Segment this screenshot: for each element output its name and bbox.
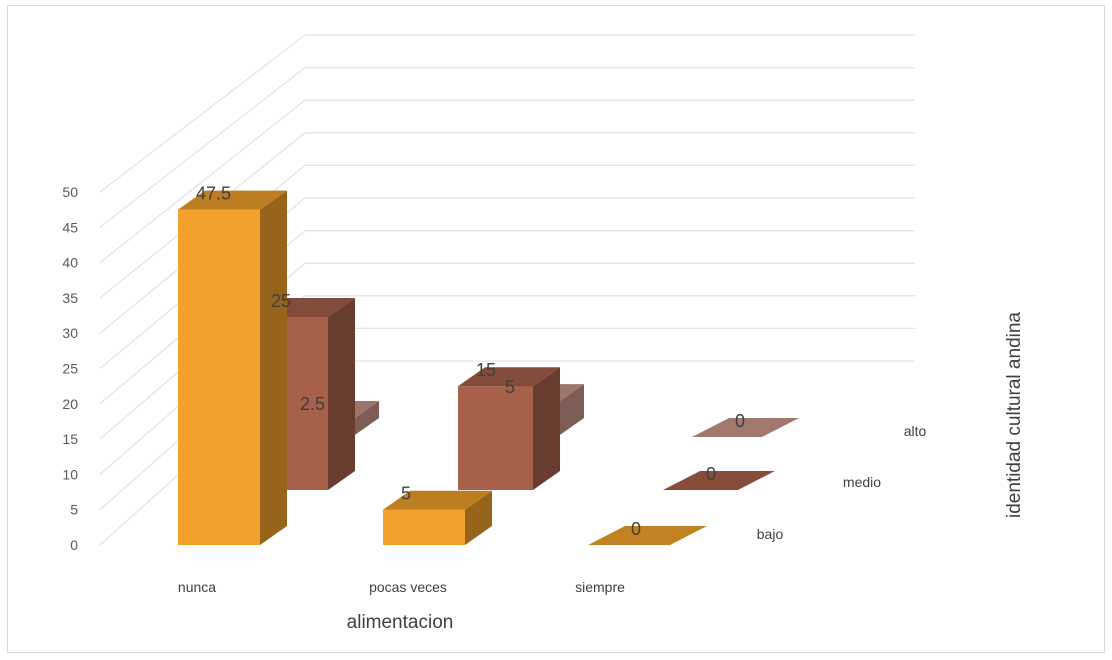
bar-top-face <box>383 490 492 510</box>
series-label: medio <box>843 474 881 490</box>
y-tick-label: 35 <box>62 290 78 306</box>
bar-front-face <box>383 509 465 545</box>
y-tick-label: 45 <box>62 219 78 235</box>
y-tick-label: 0 <box>70 537 78 553</box>
x-category-label: pocas veces <box>369 579 447 595</box>
bar-side-face <box>533 367 560 490</box>
data-label: 5 <box>505 377 515 397</box>
y-tick-label: 40 <box>62 255 78 271</box>
gridline <box>99 262 915 440</box>
bar-bajo-siempre <box>588 526 707 545</box>
x-category-label: nunca <box>178 579 216 595</box>
y-tick-label: 50 <box>62 184 78 200</box>
bar-flat-face <box>588 526 707 545</box>
bar-top-face <box>458 367 560 387</box>
series-label: bajo <box>757 526 784 542</box>
data-labels: 2.5 5 0 25 15 0 47.5 5 0 <box>196 184 745 539</box>
y-tick-label: 30 <box>62 325 78 341</box>
y-tick-label: 15 <box>62 431 78 447</box>
bar-side-face <box>465 490 492 545</box>
data-label: 2.5 <box>300 394 325 414</box>
bar-front-face <box>458 386 533 490</box>
data-label: 5 <box>401 484 411 504</box>
gridline <box>99 66 915 228</box>
gridline <box>99 229 915 405</box>
gridline <box>99 197 915 369</box>
data-label: 0 <box>631 519 641 539</box>
data-label: 47.5 <box>196 184 231 204</box>
bar-alto-siempre <box>692 418 799 437</box>
bar-side-face <box>328 298 355 490</box>
bar-bajo-pocas-veces <box>383 490 492 545</box>
gridline <box>99 295 915 475</box>
series-depth-labels: bajo medio alto <box>757 423 927 542</box>
y-tick-label: 10 <box>62 466 78 482</box>
bar-side-face <box>260 190 287 545</box>
gridline <box>99 164 915 334</box>
gridline <box>99 34 915 193</box>
data-label: 0 <box>706 464 716 484</box>
data-label: 15 <box>476 360 496 380</box>
y-tick-labels: 0 5 10 15 20 25 30 35 40 45 50 <box>62 184 78 553</box>
bar-side-face <box>557 384 584 437</box>
bar-top-face <box>178 190 287 210</box>
data-label: 25 <box>271 291 291 311</box>
bar-flat-face <box>692 418 799 437</box>
x-category-labels: nunca pocas veces siempre <box>178 579 625 595</box>
gridline <box>99 132 915 299</box>
bars <box>178 190 799 545</box>
y-tick-label: 20 <box>62 396 78 412</box>
depth-axis-title: identidad cultural andina <box>1004 312 1025 518</box>
bar-medio-pocas-veces <box>458 367 560 490</box>
series-label: alto <box>904 423 927 439</box>
bar-medio-siempre <box>663 471 775 490</box>
gridline <box>99 99 915 264</box>
bar-front-face <box>178 209 260 545</box>
bar-side-face <box>352 401 379 437</box>
bar-bajo-nunca <box>178 190 287 545</box>
y-tick-label: 5 <box>70 502 78 518</box>
y-tick-label: 25 <box>62 361 78 377</box>
bar-flat-face <box>663 471 775 490</box>
data-label: 0 <box>735 411 745 431</box>
gridlines <box>99 34 915 546</box>
x-category-label: siempre <box>575 579 625 595</box>
x-axis-title: alimentacion <box>347 612 454 633</box>
